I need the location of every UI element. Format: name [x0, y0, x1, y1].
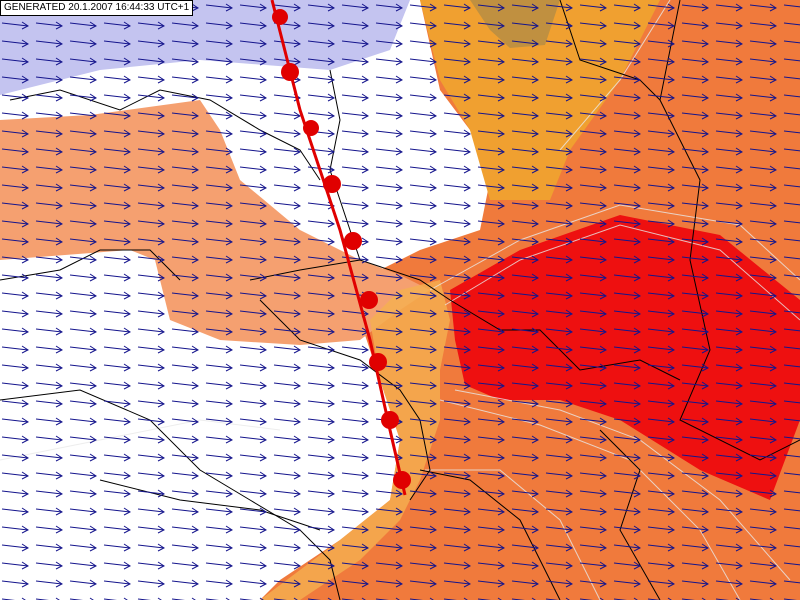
generated-label: GENERATED 20.1.2007 16:44:33 UTC+1 — [0, 0, 194, 16]
front-line — [270, 0, 407, 496]
front — [270, 0, 411, 496]
front-symbols — [272, 9, 411, 489]
